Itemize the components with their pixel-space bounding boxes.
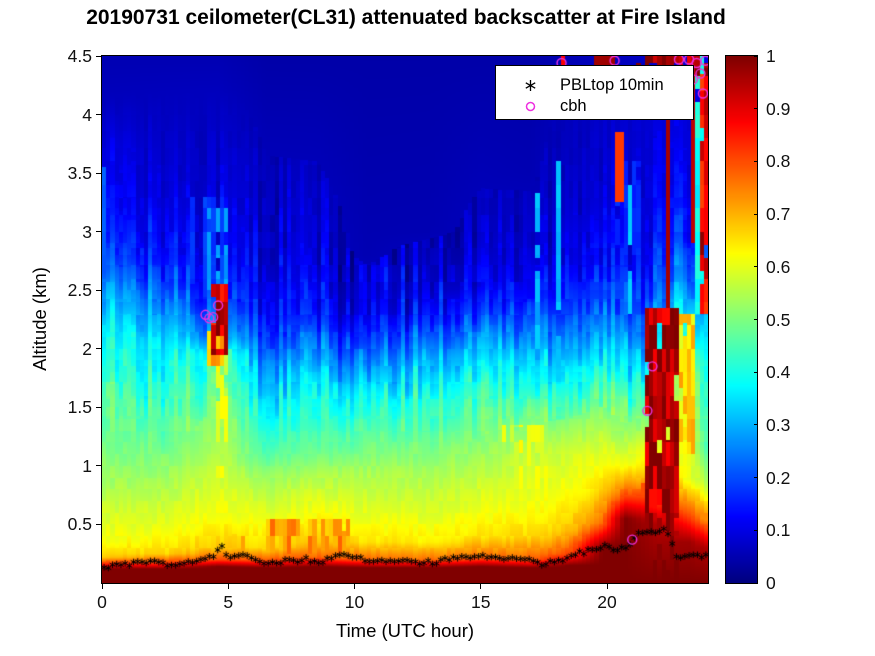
colorbar-tick-label: 0.6	[766, 256, 791, 277]
colorbar	[725, 55, 758, 584]
x-tick-label: 5	[223, 592, 234, 612]
y-tick-mark	[96, 172, 101, 174]
x-axis-label: Time (UTC hour)	[335, 620, 475, 641]
x-tick-label: 15	[471, 592, 491, 612]
colorbar-tick-mark	[754, 160, 758, 162]
y-tick-label: 3	[82, 221, 92, 242]
y-tick-mark	[96, 289, 101, 291]
colorbar-tick-label: 0.4	[766, 362, 791, 383]
colorbar-tick-mark	[754, 319, 758, 320]
y-tick-mark	[96, 114, 101, 116]
legend: PBLtop 10min cbh	[495, 65, 694, 120]
colorbar-tick-label: 0.3	[766, 414, 791, 435]
colorbar-tick-label: 1	[766, 46, 776, 66]
colorbar-tick-label: 0.5	[766, 309, 791, 330]
colorbar-tick-mark	[754, 582, 758, 584]
colorbar-tick-mark	[754, 266, 758, 268]
legend-item-cbh: cbh	[496, 95, 693, 117]
y-tick-label: 2.5	[67, 280, 92, 301]
x-tick-mark	[480, 584, 482, 589]
y-tick-mark	[96, 231, 101, 233]
colorbar-tick-label: 0.9	[766, 98, 791, 119]
x-tick-label: 10	[344, 592, 365, 612]
y-tick-mark	[96, 465, 101, 467]
y-tick-label: 1	[82, 455, 92, 476]
colorbar-tick-label: 0.1	[766, 520, 791, 541]
x-tick-mark	[354, 584, 355, 589]
y-tick-label: 2	[82, 338, 92, 359]
heatmap-canvas	[102, 56, 708, 583]
colorbar-tick-label: 0.2	[766, 467, 791, 488]
circle-icon	[525, 101, 536, 111]
colorbar-tick-mark	[754, 213, 758, 215]
y-tick-label: 0.5	[67, 514, 92, 535]
x-tick-mark	[101, 584, 103, 589]
x-tick-label: 20	[597, 592, 617, 612]
y-tick-label: 4	[82, 104, 92, 125]
x-tick-mark	[227, 584, 229, 589]
y-tick-label: 4.5	[67, 46, 92, 66]
colorbar-tick-mark	[754, 108, 758, 110]
legend-label-pbltop: PBLtop 10min	[560, 75, 664, 94]
colorbar-tick-mark	[754, 371, 758, 373]
colorbar-tick-mark	[754, 529, 758, 531]
page-title: 20190731 ceilometer(CL31) attenuated bac…	[86, 6, 726, 29]
plot-area: PBLtop 10min cbh	[101, 55, 709, 584]
colorbar-tick-label: 0.8	[766, 151, 791, 172]
colorbar-tick-label: 0.7	[766, 204, 791, 225]
y-tick-mark	[96, 523, 101, 525]
colorbar-tick-mark	[754, 424, 758, 426]
y-tick-label: 3.5	[67, 163, 92, 184]
colorbar-canvas	[726, 56, 757, 583]
x-tick-mark	[606, 584, 608, 589]
y-tick-mark	[96, 406, 101, 408]
colorbar-tick-mark	[754, 477, 758, 479]
y-tick-label: 1.5	[67, 397, 92, 418]
colorbar-tick-label: 0	[766, 573, 776, 593]
asterisk-icon	[525, 79, 536, 91]
y-tick-mark	[96, 348, 101, 350]
y-tick-mark	[96, 55, 101, 57]
legend-item-pbltop: PBLtop 10min	[496, 74, 693, 96]
colorbar-tick-mark	[754, 55, 758, 57]
legend-label-cbh: cbh	[560, 96, 587, 115]
x-tick-label: 0	[97, 592, 107, 612]
